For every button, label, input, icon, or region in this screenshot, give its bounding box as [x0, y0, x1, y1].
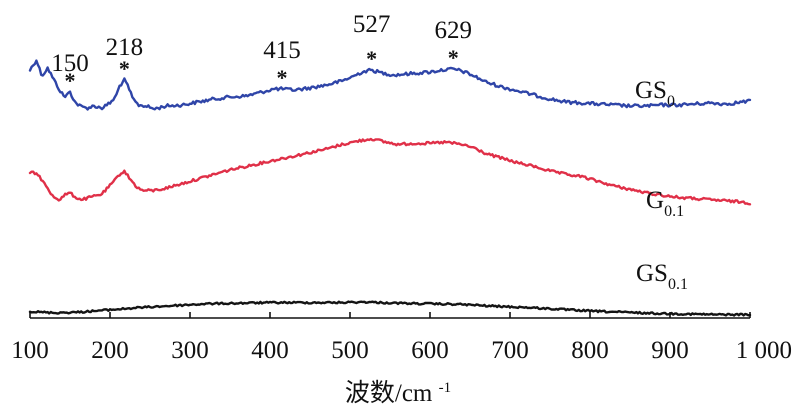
- series-label-sub: 0.1: [668, 276, 688, 293]
- series-label-main: G: [646, 187, 664, 214]
- peak-star-150: *: [65, 68, 76, 93]
- peak-star-629: *: [448, 45, 459, 70]
- series-label-sub: 0: [667, 93, 675, 110]
- x-tick-label-100: 100: [11, 337, 49, 364]
- series-line-1: [28, 59, 752, 111]
- x-tick-label-500: 500: [331, 337, 369, 364]
- x-tick-label-300: 300: [171, 337, 209, 364]
- peak-label-415: 415: [263, 37, 301, 64]
- peak-star-527: *: [366, 46, 377, 71]
- x-axis-title-main: 波数/cm: [345, 379, 433, 407]
- series-line-3: [28, 300, 752, 317]
- series-label-main: GS: [636, 260, 668, 287]
- x-axis-title-superscript: -1: [439, 380, 452, 396]
- series-label-3: GS0.1: [636, 260, 688, 293]
- x-tick-label-200: 200: [91, 337, 129, 364]
- peak-annotations: *150 *218*415 *527*629: [51, 11, 472, 93]
- peak-label-150: 150: [51, 50, 89, 77]
- series-line-2: [28, 137, 752, 206]
- x-tick-label-1000: 1 000: [736, 337, 792, 364]
- spectrum-curves: [28, 59, 752, 317]
- series-label-main: GS: [635, 77, 667, 104]
- x-tick-label-400: 400: [251, 337, 289, 364]
- x-axis-title: 波数/cm -1: [345, 379, 451, 407]
- x-tick-label-700: 700: [491, 337, 529, 364]
- x-tick-label-600: 600: [411, 337, 449, 364]
- x-axis: 100 200 300 400 500 600 700 800 900 1 000: [11, 312, 792, 364]
- series-label-2: G0.1: [646, 187, 684, 220]
- peak-star-218: *: [119, 56, 130, 81]
- series-label-1: GS0: [635, 77, 675, 110]
- x-tick-label-900: 900: [651, 337, 689, 364]
- peak-label-218: 218: [106, 34, 144, 61]
- peak-label-527: 527: [353, 11, 391, 38]
- peak-label-629: 629: [434, 17, 472, 44]
- series-label-sub: 0.1: [664, 203, 684, 220]
- peak-star-415: *: [277, 65, 288, 90]
- x-tick-label-800: 800: [571, 337, 609, 364]
